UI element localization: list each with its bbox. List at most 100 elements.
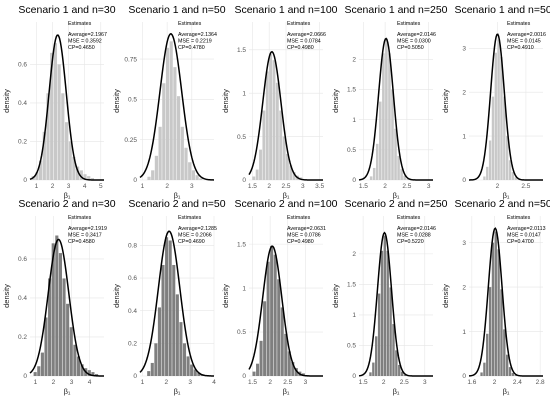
histogram-bar: [280, 307, 284, 376]
x-tick-label: 1: [34, 379, 38, 386]
legend-title: Estimates: [397, 21, 421, 27]
x-axis-label: β₁: [174, 387, 181, 396]
legend-title: Estimates: [397, 215, 421, 221]
x-tick-label: 5: [99, 183, 103, 190]
legend-title: Estimates: [178, 21, 202, 27]
x-tick-label: 3: [188, 379, 192, 386]
stat-annotation: Average=2.0666: [287, 32, 326, 38]
y-tick-label: 0: [462, 373, 466, 380]
histogram-bar: [252, 176, 256, 180]
histogram-bar: [287, 351, 291, 376]
y-tick-label: 0.6: [18, 256, 27, 263]
stat-annotation: CP=0.4700: [507, 239, 534, 245]
histogram-bar: [291, 361, 295, 376]
y-axis-label: density: [441, 89, 450, 113]
histogram-bar: [73, 344, 77, 376]
histogram-bar: [62, 278, 66, 376]
histogram-bar: [256, 363, 260, 376]
y-tick-label: 0.25: [124, 137, 137, 144]
histogram-bar: [259, 149, 262, 180]
histogram-bar: [486, 333, 489, 376]
histogram-bar: [262, 110, 266, 180]
stat-annotation: MSE = 0.0288: [397, 233, 431, 239]
x-tick-label: 2: [493, 379, 497, 386]
histogram-bar: [172, 264, 176, 376]
histogram-bar: [184, 147, 188, 180]
panel-10: Scenario 2 and n=500 1.6 2 2.4 2.8 0 1 2 3 β₁ dens…: [441, 198, 550, 396]
stat-annotation: MSE = 0.0147: [507, 233, 541, 239]
y-tick-label: 1: [242, 90, 246, 97]
x-axis-label: β₁: [393, 191, 400, 200]
y-tick-label: 2: [352, 57, 356, 64]
stat-annotation: CP=0.4910: [507, 45, 534, 51]
histogram-bar: [377, 293, 381, 376]
panel-2: Scenario 1 and n=50 1 2 3 0 0.25 0.5 0.75 β₁ dens…: [112, 4, 226, 200]
histogram-bar: [511, 172, 515, 180]
histogram-bar: [400, 169, 403, 180]
histogram-bar: [51, 243, 55, 376]
x-tick-label: 4: [83, 183, 87, 190]
histogram-bar: [265, 71, 269, 180]
histogram-bar: [379, 101, 382, 180]
histogram-bar: [383, 235, 387, 376]
y-tick-label: 2: [352, 251, 356, 258]
x-tick-label: 3: [304, 379, 308, 386]
histogram-bar: [79, 170, 83, 180]
legend-title: Estimates: [178, 215, 202, 221]
histogram-bar: [197, 372, 201, 376]
x-axis-label: β₁: [283, 191, 290, 200]
y-tick-label: 0.5: [237, 134, 246, 141]
histogram-bar: [61, 93, 65, 180]
histogram-bar: [263, 301, 267, 376]
y-tick-label: 1: [242, 285, 246, 292]
x-tick-label: 2: [165, 183, 169, 190]
histogram-bar: [175, 294, 179, 376]
histogram-bar: [87, 176, 91, 180]
histogram-bar: [53, 43, 58, 180]
histogram-bar: [483, 362, 486, 376]
histogram-bar: [50, 52, 54, 180]
histogram-bar: [180, 126, 184, 180]
histogram-bar: [266, 261, 270, 376]
x-tick-label: 2: [383, 183, 387, 190]
x-tick-label: 2: [496, 183, 500, 190]
panel-title: Scenario 2 and n=50: [128, 198, 225, 210]
x-axis-label: β₁: [503, 387, 510, 396]
y-axis-label: density: [2, 89, 11, 113]
histogram-bar: [491, 96, 495, 180]
histogram-bar: [369, 372, 372, 376]
stat-annotation: Average=2.0146: [397, 226, 436, 232]
histogram-bar: [386, 250, 389, 376]
x-tick-label: 1.5: [248, 379, 257, 386]
histogram-bar: [252, 371, 256, 376]
histogram-bar: [282, 136, 286, 180]
stat-annotation: MSE = 0.0784: [287, 39, 321, 45]
density-curve: [29, 34, 104, 181]
histogram-bar: [48, 278, 52, 376]
histogram-bar: [403, 175, 406, 180]
x-tick-label: 2: [51, 183, 55, 190]
panel-title: Scenario 1 and n=50: [128, 4, 225, 16]
histogram-bar: [372, 167, 376, 180]
histogram-bar: [508, 160, 512, 180]
x-axis-label: β₁: [393, 387, 400, 396]
density-curve: [358, 231, 433, 377]
histogram-bar: [40, 352, 44, 376]
y-tick-label: 0: [352, 177, 356, 184]
histogram-bar: [369, 176, 373, 180]
stat-annotation: MSE = 0.0786: [287, 233, 321, 239]
x-tick-label: 4: [88, 379, 92, 386]
x-tick-label: 1: [141, 183, 145, 190]
histogram-bar: [64, 122, 69, 180]
y-tick-label: 0.4: [18, 100, 27, 107]
histogram-bar: [400, 371, 404, 376]
histogram-bar: [289, 165, 293, 180]
x-tick-label: 2.5: [281, 183, 290, 190]
histogram-bar: [385, 38, 388, 181]
histogram-bar: [275, 82, 279, 180]
x-tick-label: 2.5: [283, 379, 292, 386]
x-tick-label: 2.5: [402, 183, 411, 190]
x-tick-label: 2.8: [536, 379, 545, 386]
histogram-bar: [279, 110, 283, 180]
y-tick-label: 1: [462, 329, 466, 336]
